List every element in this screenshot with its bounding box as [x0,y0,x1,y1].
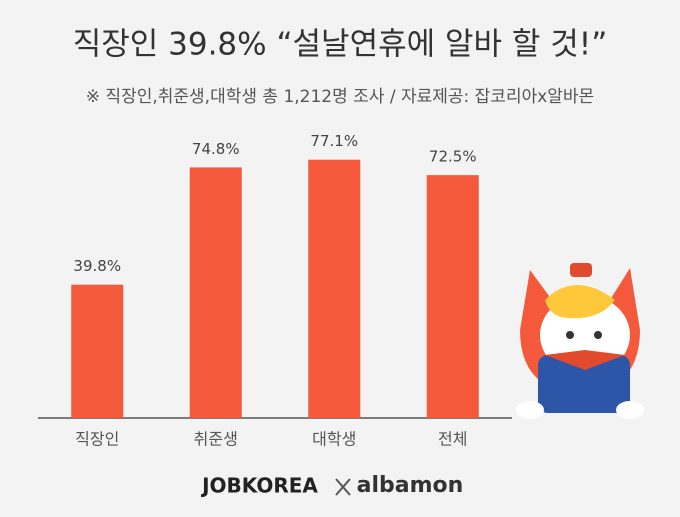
x-tick-label: 전체 [438,430,467,449]
bar [189,167,242,418]
x-tick-label: 대학생 [312,430,356,449]
value-label: 39.8% [73,257,121,275]
logo-albamon: albamon [357,473,464,498]
chart-subtitle: ※ 직장인,취준생,대학생 총 1,212명 조사 / 자료제공: 잡코리아x알… [86,87,594,107]
logo-jobkorea: JOBKOREA [200,474,318,498]
chart-title: 직장인 39.8% “설날연휴에 알바 할 것!” [73,27,608,63]
bar [426,175,479,418]
value-label: 72.5% [429,148,477,166]
bar [71,284,124,418]
bar [308,159,361,418]
mascot [516,263,644,419]
value-label: 77.1% [310,132,358,150]
x-tick-label: 취준생 [194,430,238,449]
x-tick-label: 직장인 [75,430,119,449]
value-label: 74.8% [192,140,240,158]
logo-separator [335,478,351,496]
